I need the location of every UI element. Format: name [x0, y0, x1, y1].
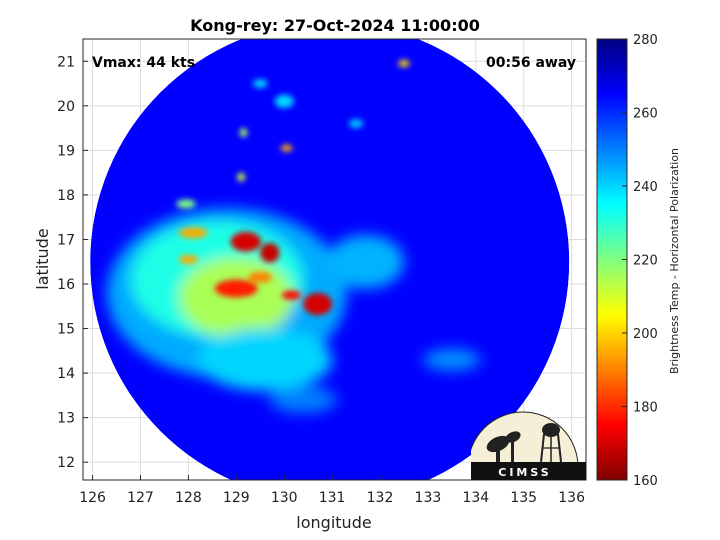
convection-cores — [176, 59, 410, 316]
convection-feature — [274, 94, 294, 109]
colorbar-ticks: 160 180 200 220 240 260 280 — [622, 33, 658, 489]
x-tick-label: 132 — [367, 490, 394, 506]
convection-feature — [214, 279, 258, 298]
y-tick-label: 18 — [57, 188, 75, 204]
cimss-logo-text: CIMSS — [498, 466, 551, 479]
x-tick-label: 133 — [415, 490, 442, 506]
plot-area: 126 127 128 129 130 131 132 133 134 135 136 12 13 14… — [33, 38, 587, 532]
x-tick-label: 134 — [462, 490, 489, 506]
convection-feature — [237, 172, 245, 182]
y-tick-label: 15 — [57, 322, 75, 338]
convection-feature — [280, 144, 293, 152]
colorbar-tick-label: 180 — [633, 401, 658, 416]
x-tick-label: 128 — [175, 490, 202, 506]
colorbar-tick-label: 200 — [633, 327, 658, 342]
x-axis: 126 127 128 129 130 131 132 133 134 135 136 — [79, 475, 585, 506]
convection-feature — [176, 199, 196, 209]
convection-feature — [253, 79, 268, 88]
time-away-label: 00:56 away — [486, 55, 576, 71]
y-tick-label: 12 — [57, 455, 75, 471]
colorbar-label: Brightness Temp - Horizontal Polarizatio… — [668, 148, 681, 374]
convection-feature — [260, 243, 280, 263]
cimss-logo: CIMSS — [471, 411, 586, 480]
colorbar: 160 180 200 220 240 260 280 Brightness Temp - … — [596, 33, 681, 489]
convection-feature — [178, 227, 208, 239]
convection-feature — [239, 128, 248, 137]
colorbar-tick-label: 240 — [633, 180, 658, 195]
x-tick-label: 131 — [319, 490, 346, 506]
convection-feature — [178, 255, 198, 264]
x-tick-label: 126 — [79, 490, 106, 506]
convection-feature — [423, 348, 481, 371]
convection-feature — [348, 119, 364, 129]
colorbar-tick-label: 160 — [633, 474, 658, 489]
y-tick-label: 14 — [57, 366, 75, 382]
scan-disc — [90, 39, 570, 480]
colorbar-tick-label: 220 — [633, 254, 658, 269]
x-tick-label: 135 — [510, 490, 537, 506]
y-tick-label: 21 — [57, 54, 75, 70]
y-tick-label: 13 — [57, 411, 75, 427]
x-tick-label: 136 — [558, 490, 585, 506]
y-tick-label: 16 — [57, 277, 75, 293]
water-tower-icon — [540, 423, 562, 463]
satellite-dish-icon — [486, 431, 521, 462]
x-tick-label: 127 — [127, 490, 154, 506]
x-tick-label: 130 — [271, 490, 298, 506]
convection-soft — [106, 208, 481, 414]
chart-title: Kong-rey: 27-Oct-2024 11:00:00 — [190, 16, 480, 35]
convection-feature — [197, 328, 333, 391]
vmax-label: Vmax: 44 kts — [92, 55, 195, 71]
convection-feature — [303, 292, 333, 316]
convection-feature — [398, 59, 410, 68]
convection-feature — [281, 290, 301, 300]
convection-feature — [269, 386, 337, 414]
colorbar-tick-label: 260 — [633, 107, 658, 122]
plot-frame — [82, 38, 587, 481]
y-tick-label: 17 — [57, 232, 75, 248]
colorbar-tick-label: 280 — [633, 33, 658, 48]
x-tick-label: 129 — [223, 490, 250, 506]
x-axis-label: longitude — [296, 513, 371, 532]
y-tick-label: 19 — [57, 143, 75, 159]
convection-feature — [327, 235, 404, 289]
convection-feature — [248, 271, 273, 283]
y-axis: 12 13 14 15 16 17 18 19 20 21 — [57, 54, 88, 471]
y-axis-label: latitude — [33, 228, 52, 289]
convection-feature — [230, 231, 262, 252]
y-tick-label: 20 — [57, 99, 75, 115]
